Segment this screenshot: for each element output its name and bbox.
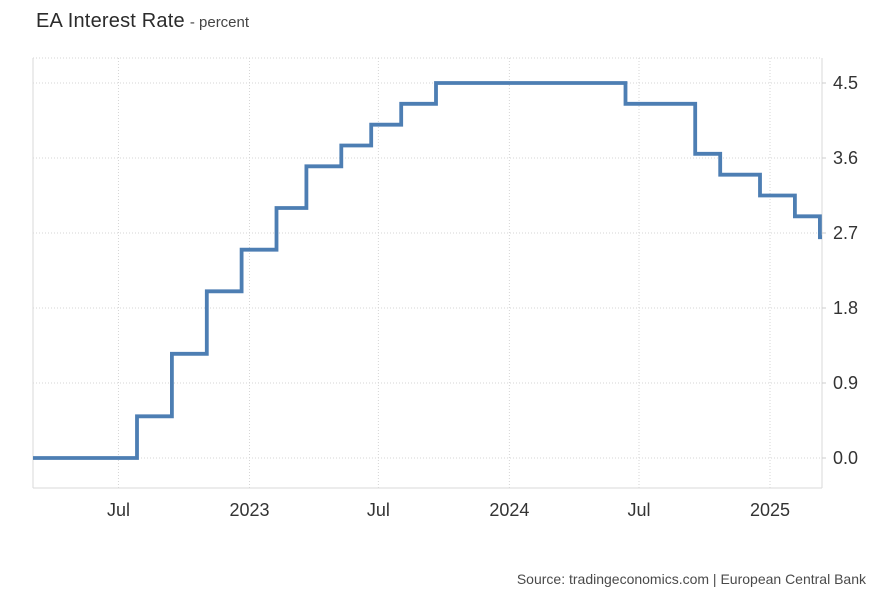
x-tick-label: Jul bbox=[627, 500, 650, 520]
x-tick-label: 2024 bbox=[489, 500, 529, 520]
chart-subtitle: - percent bbox=[189, 14, 250, 31]
rate-step-line bbox=[33, 81, 822, 460]
y-tick-label: 0.9 bbox=[833, 373, 858, 393]
chart-source: Source: tradingeconomics.com | European … bbox=[516, 571, 866, 587]
y-tick-label: 3.6 bbox=[833, 148, 858, 168]
chart-header: EA Interest Rate - percent bbox=[36, 10, 249, 33]
y-tick-label: 1.8 bbox=[833, 298, 858, 318]
x-tick-label: Jul bbox=[367, 500, 390, 520]
chart-title: EA Interest Rate bbox=[36, 10, 185, 32]
x-tick-label: 2025 bbox=[750, 500, 790, 520]
y-tick-label: 2.7 bbox=[833, 223, 858, 243]
y-tick-label: 4.5 bbox=[833, 73, 858, 93]
y-tick-label: 0.0 bbox=[833, 448, 858, 468]
x-tick-label: 2023 bbox=[229, 500, 269, 520]
x-tick-label: Jul bbox=[107, 500, 130, 520]
